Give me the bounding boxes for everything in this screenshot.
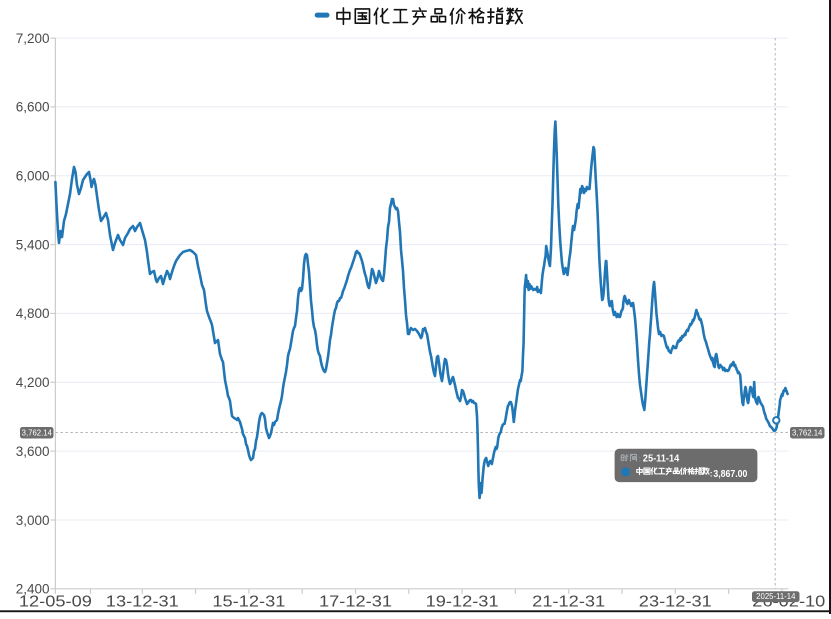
svg-text:6,600: 6,600: [16, 100, 50, 115]
svg-text:4,800: 4,800: [16, 306, 50, 321]
svg-text:23-12-31: 23-12-31: [639, 594, 712, 611]
svg-text:19-12-31: 19-12-31: [426, 594, 499, 611]
svg-text:3,762.14: 3,762.14: [22, 429, 53, 438]
svg-text:12-05-09: 12-05-09: [19, 594, 92, 611]
svg-text:21-12-31: 21-12-31: [532, 594, 605, 611]
svg-text:3,000: 3,000: [16, 513, 50, 528]
svg-text:7,200: 7,200: [16, 31, 50, 46]
svg-text:4,200: 4,200: [16, 375, 50, 390]
svg-text::: :: [710, 469, 713, 479]
svg-text:5,400: 5,400: [16, 237, 50, 252]
svg-text:3,762.14: 3,762.14: [792, 429, 823, 438]
svg-text:13-12-31: 13-12-31: [106, 594, 179, 611]
svg-text:3,867.00: 3,867.00: [713, 469, 747, 480]
svg-text:3,600: 3,600: [16, 444, 50, 459]
svg-text:6,000: 6,000: [16, 169, 50, 184]
svg-text:15-12-31: 15-12-31: [212, 594, 285, 611]
svg-text::: :: [639, 453, 641, 463]
svg-text:17-12-31: 17-12-31: [319, 594, 392, 611]
svg-text:2025-11-14: 2025-11-14: [756, 592, 796, 601]
svg-text:25-11-14: 25-11-14: [643, 454, 680, 465]
svg-text:2,400: 2,400: [16, 582, 50, 597]
